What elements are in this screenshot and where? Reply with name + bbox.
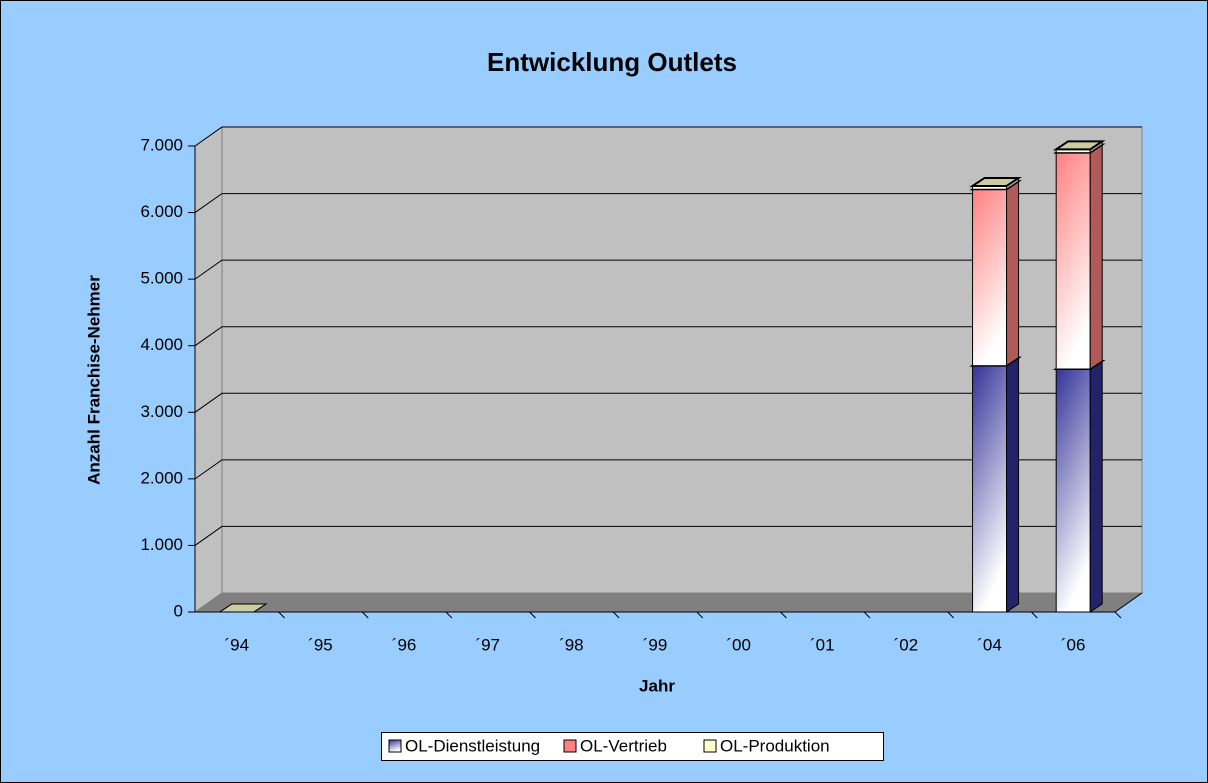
legend-swatch xyxy=(563,739,577,753)
grid-line xyxy=(194,259,1142,280)
bar-top-shade xyxy=(1056,141,1103,150)
bar-segment xyxy=(969,356,1022,613)
legend-swatch xyxy=(388,739,402,753)
bar-front xyxy=(972,188,1008,367)
bar-top-shade xyxy=(972,177,1019,186)
x-tick xyxy=(863,611,871,619)
legend-swatch xyxy=(703,739,717,753)
y-tick-label: 3.000 xyxy=(140,402,183,421)
bar-top-shade xyxy=(219,604,266,612)
y-tick-label: 0 xyxy=(174,601,183,620)
legend-label: OL-Dienstleistung xyxy=(405,736,540,755)
grid-line xyxy=(194,525,1142,546)
bar-side-shade xyxy=(1090,361,1103,612)
legend-box xyxy=(381,732,884,761)
grid-line xyxy=(194,326,1142,347)
bar-top xyxy=(969,176,1022,187)
x-tick-label: ´94 xyxy=(225,635,250,654)
chart-title: Entwicklung Outlets xyxy=(487,47,737,77)
x-tick-label: ´06 xyxy=(1061,635,1086,654)
side-wall xyxy=(194,126,223,613)
bar-segment xyxy=(969,176,1022,191)
x-tick xyxy=(612,611,620,619)
y-tick-label: 7.000 xyxy=(140,135,183,154)
x-tick-label: ´01 xyxy=(810,635,835,654)
x-tick xyxy=(445,611,453,619)
x-tick xyxy=(1031,611,1038,619)
bar-top xyxy=(218,603,268,613)
x-tick-label: ´04 xyxy=(977,635,1002,654)
legend-label: OL-Vertrieb xyxy=(580,736,667,755)
x-tick-label: ´00 xyxy=(726,635,751,654)
bar-front xyxy=(972,365,1008,613)
y-tick-label: 1.000 xyxy=(140,535,183,554)
x-tick-label: ´98 xyxy=(559,635,584,654)
bar-top xyxy=(1052,140,1106,151)
bar-side-shade xyxy=(1006,357,1019,612)
y-tick-label: 2.000 xyxy=(140,468,183,487)
floor-edge xyxy=(1114,592,1143,613)
bar-segment xyxy=(218,603,268,613)
x-tick-label: ´02 xyxy=(894,635,919,654)
x-tick-label: ´96 xyxy=(392,635,417,654)
bar-front xyxy=(1055,368,1091,613)
x-tick-label: ´95 xyxy=(308,635,333,654)
bar-front xyxy=(1055,152,1091,370)
bar-side-shade xyxy=(1006,181,1019,366)
y-tick-label: 6.000 xyxy=(140,202,183,221)
y-axis-label: Anzahl Franchise-Nehmer xyxy=(84,275,103,485)
x-tick xyxy=(361,611,369,619)
grid-line xyxy=(194,126,1142,147)
bar-segment xyxy=(969,180,1022,367)
bar-side-shade xyxy=(1090,144,1103,370)
x-tick xyxy=(780,611,787,619)
x-axis-label: Jahr xyxy=(639,676,675,695)
grid-line xyxy=(194,392,1142,413)
y-tick-label: 4.000 xyxy=(140,335,183,354)
grid-line xyxy=(194,193,1142,213)
grid-line xyxy=(194,459,1142,480)
x-tick xyxy=(278,611,285,619)
x-tick xyxy=(947,611,955,619)
x-tick xyxy=(1114,611,1122,619)
x-tick xyxy=(529,611,536,619)
y-tick-label: 5.000 xyxy=(140,269,183,288)
bar-segment xyxy=(1052,360,1106,613)
x-tick-label: ´97 xyxy=(475,635,500,654)
x-tick xyxy=(696,611,704,619)
legend-label: OL-Produktion xyxy=(720,736,830,755)
bar-segment xyxy=(1052,143,1106,370)
x-tick-label: ´99 xyxy=(643,635,668,654)
bar-segment xyxy=(1052,140,1106,154)
